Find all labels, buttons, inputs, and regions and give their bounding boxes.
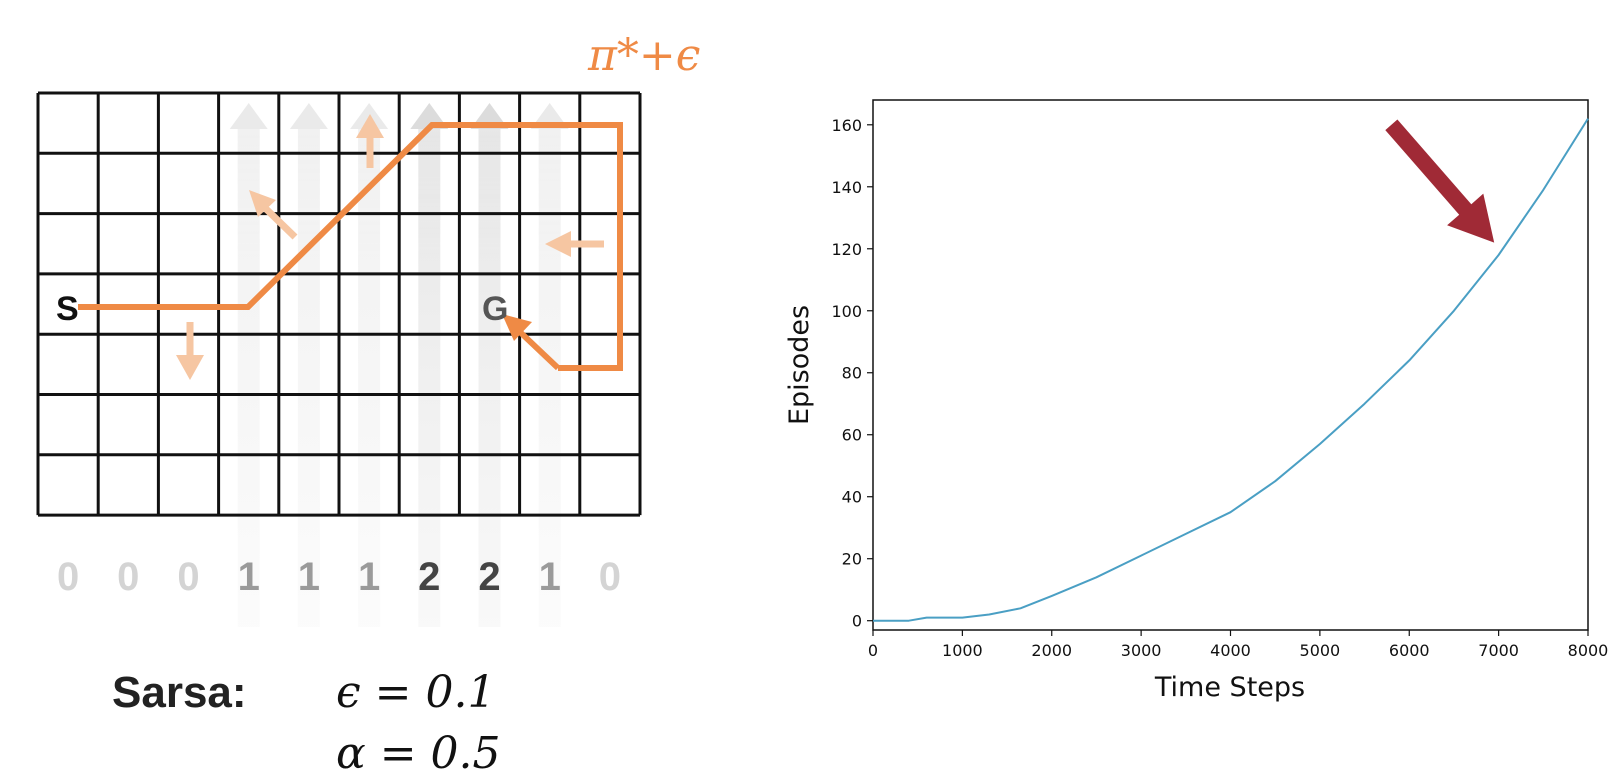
y-tick-label: 0	[852, 612, 862, 631]
wind-strength-label: 0	[177, 555, 199, 599]
wind-arrows	[229, 103, 569, 627]
wind-strength-label: 0	[57, 555, 79, 599]
y-tick-label: 120	[831, 240, 862, 259]
series-line	[873, 118, 1589, 622]
y-axis-label: Episodes	[784, 305, 815, 425]
wind-arrow	[229, 103, 268, 627]
y-tick-label: 140	[831, 178, 862, 197]
x-tick-label: 2000	[1031, 641, 1072, 660]
annotation-layer	[1385, 119, 1495, 243]
policy-label: π*+ϵ	[587, 30, 700, 81]
series-layer	[873, 118, 1589, 622]
x-tick-label: 3000	[1121, 641, 1162, 660]
x-tick-label: 1000	[942, 641, 983, 660]
wind-arrow	[470, 103, 509, 627]
wind-strength-label: 1	[298, 555, 320, 599]
wind-strength-label: 1	[358, 555, 380, 599]
faint-arrow-up	[356, 114, 384, 168]
wind-strength-label: 1	[539, 555, 561, 599]
y-tick-label: 60	[842, 426, 862, 445]
plot-area	[872, 99, 1589, 631]
wind-strength-label: 2	[418, 555, 440, 599]
y-tick-label: 20	[842, 550, 862, 569]
x-tick-label: 7000	[1478, 641, 1519, 660]
start-label: S	[56, 290, 79, 328]
x-tick-label: 6000	[1389, 641, 1430, 660]
y-axis-ticks: 0 20 40 60 80 100 120 140 160	[831, 116, 873, 631]
wind-strength-label: 2	[478, 555, 500, 599]
x-axis-label: Time Steps	[1154, 672, 1305, 703]
exploration-arrows	[176, 114, 604, 380]
wind-strength-label: 0	[599, 555, 621, 599]
faint-arrow-down	[176, 322, 204, 380]
goal-label: G	[482, 290, 508, 328]
wind-arrow	[410, 103, 449, 627]
algorithm-label: Sarsa:	[112, 668, 247, 717]
x-axis-ticks: 0 1000 2000 3000 4000 5000 6000 7000 8000	[868, 630, 1608, 660]
wind-arrow	[350, 103, 389, 627]
y-tick-label: 40	[842, 488, 862, 507]
trajectory-arrowhead	[502, 314, 561, 371]
x-tick-label: 5000	[1300, 641, 1341, 660]
wind-strength-label: 1	[238, 555, 260, 599]
epsilon-param: ϵ = 0.1	[336, 667, 495, 718]
x-tick-label: 8000	[1568, 641, 1609, 660]
parameters: Sarsa: ϵ = 0.1 α = 0.5	[112, 667, 501, 778]
x-tick-label: 4000	[1210, 641, 1251, 660]
y-tick-label: 160	[831, 116, 862, 135]
trajectory-path	[78, 122, 623, 371]
faint-arrow-left	[545, 231, 604, 257]
episodes-chart: 0 1000 2000 3000 4000 5000 6000 7000 8000 0 20 40 6…	[784, 99, 1608, 703]
y-tick-label: 100	[831, 302, 862, 321]
y-tick-label: 80	[842, 364, 862, 383]
alpha-param: α = 0.5	[336, 728, 501, 778]
x-tick-label: 0	[868, 641, 878, 660]
annotation-arrow	[1385, 119, 1495, 243]
wind-strength-label: 0	[117, 555, 139, 599]
faint-arrow-upleft	[249, 190, 298, 240]
wind-arrow	[289, 103, 328, 627]
